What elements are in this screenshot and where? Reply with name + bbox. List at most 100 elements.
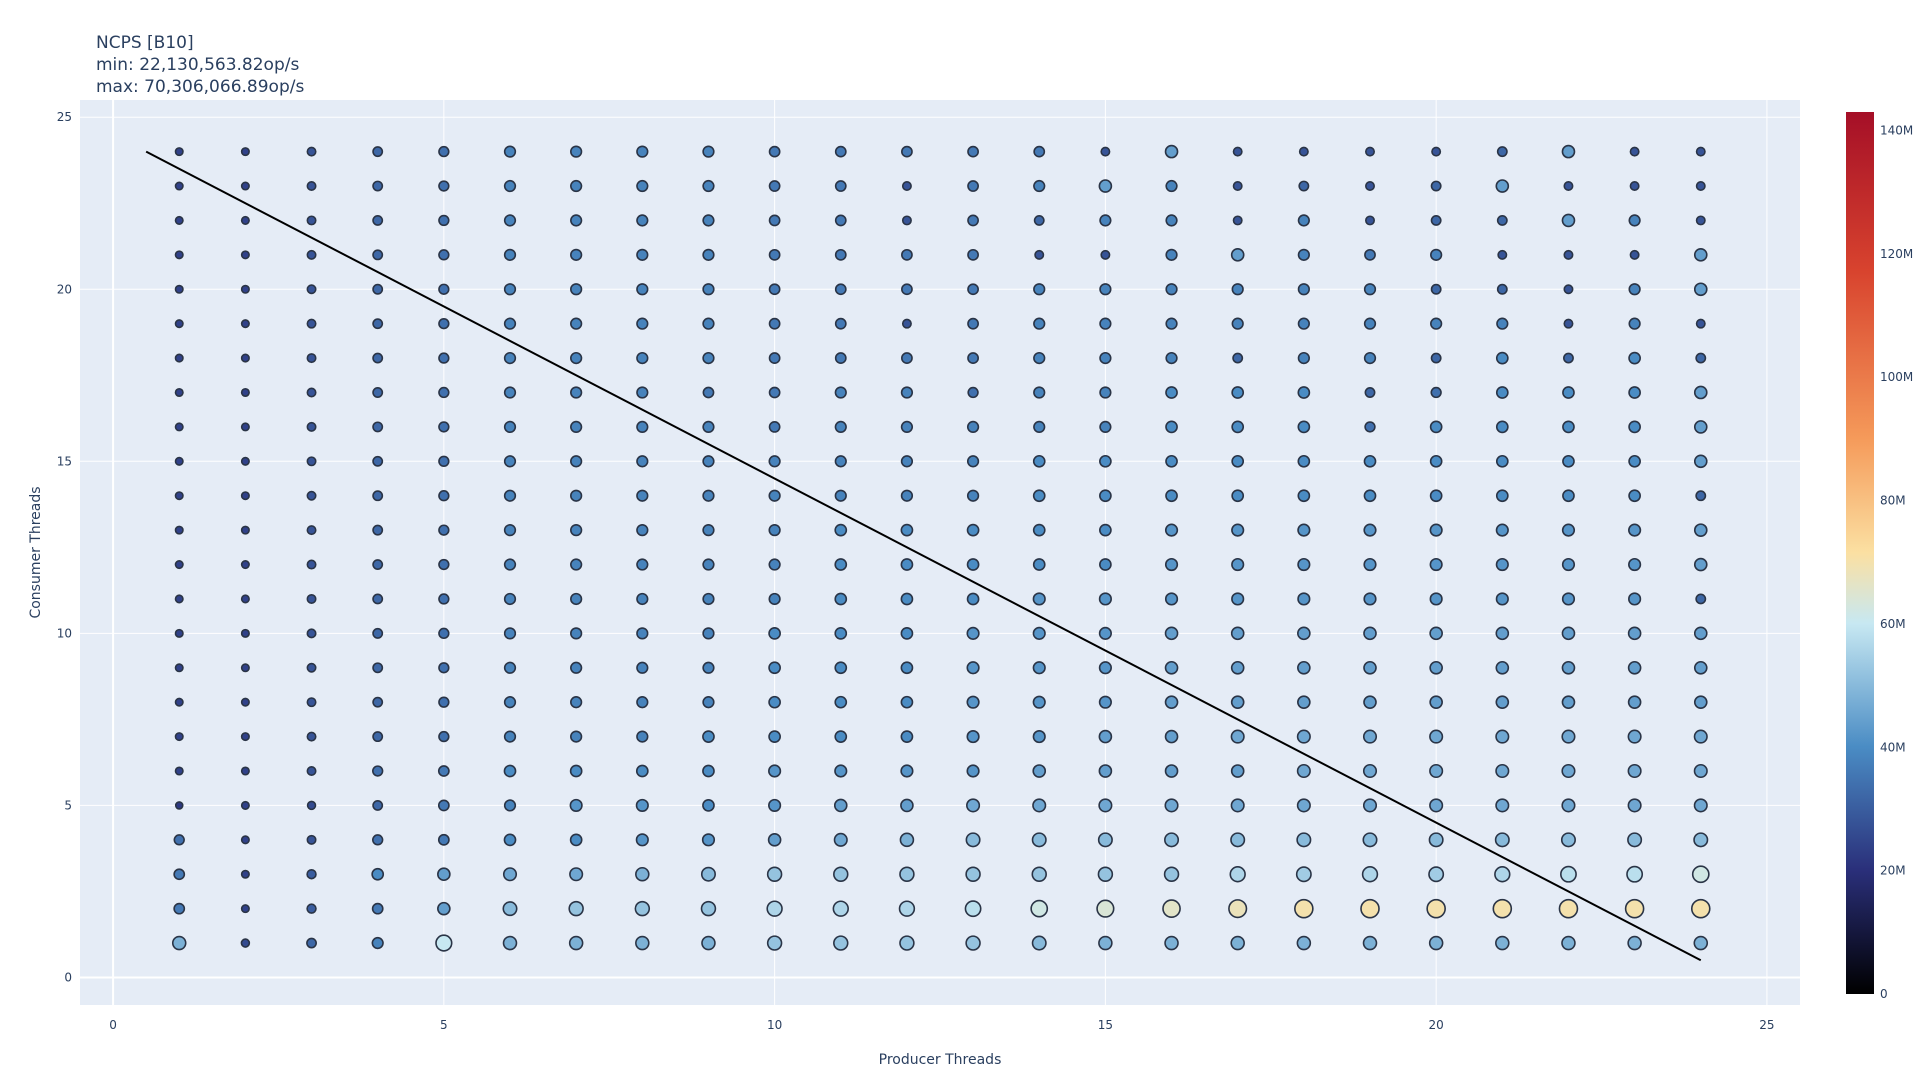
- scatter-point: [965, 866, 981, 882]
- scatter-point: [1365, 215, 1375, 226]
- scatter-point: [768, 730, 781, 743]
- scatter-point: [1099, 454, 1112, 468]
- scatter-point: [1693, 420, 1708, 434]
- scatter-point: [834, 248, 847, 261]
- scatter-point: [768, 214, 781, 227]
- scatter-point: [768, 695, 781, 709]
- scatter-point: [833, 832, 848, 847]
- scatter-point: [1629, 181, 1640, 192]
- scatter-point: [1033, 214, 1045, 226]
- scatter-point: [834, 730, 848, 743]
- scatter-point: [636, 592, 649, 606]
- scatter-point: [1032, 798, 1047, 813]
- scatter-point: [240, 147, 250, 157]
- scatter-point: [240, 491, 250, 501]
- scatter-point: [1099, 214, 1112, 227]
- x-tick-label: 5: [440, 1018, 448, 1032]
- scatter-point: [1294, 898, 1314, 919]
- scatter-point: [1231, 386, 1245, 399]
- scatter-point: [1164, 764, 1179, 778]
- scatter-point: [174, 422, 184, 432]
- scatter-point: [1097, 832, 1113, 848]
- scatter-point: [1561, 660, 1576, 675]
- scatter-point: [1230, 695, 1245, 710]
- scatter-point: [1363, 489, 1377, 503]
- scatter-point: [702, 524, 715, 537]
- scatter-point: [1297, 248, 1310, 261]
- scatter-point: [1695, 490, 1707, 502]
- scatter-point: [503, 730, 517, 743]
- scatter-point: [570, 592, 583, 606]
- scatter-point: [174, 353, 184, 363]
- scatter-point: [636, 351, 649, 365]
- scatter-point: [1362, 729, 1378, 744]
- scatter-point: [1693, 832, 1709, 848]
- scatter-point: [1693, 626, 1708, 641]
- scatter-point: [503, 179, 517, 193]
- scatter-point: [1693, 248, 1708, 262]
- scatter-point: [702, 455, 715, 468]
- scatter-point: [636, 661, 649, 674]
- scatter-point: [570, 283, 583, 296]
- scatter-point: [899, 866, 915, 882]
- scatter-point: [503, 248, 517, 261]
- scatter-point: [1563, 318, 1574, 329]
- scatter-point: [1695, 146, 1706, 157]
- scatter-point: [1560, 865, 1577, 883]
- scatter-point: [768, 421, 781, 433]
- scatter-point: [1429, 695, 1443, 710]
- scatter-point: [372, 249, 384, 261]
- scatter-point: [1495, 179, 1510, 193]
- scatter-point: [1624, 898, 1645, 919]
- scatter-point: [1558, 898, 1579, 919]
- scatter-point: [240, 560, 250, 570]
- scatter-point: [1164, 144, 1179, 159]
- scatter-point: [240, 697, 250, 707]
- scatter-point: [1693, 282, 1708, 297]
- scatter-point: [1363, 660, 1377, 675]
- scatter-point: [1165, 317, 1178, 330]
- scatter-point: [1495, 763, 1510, 779]
- scatter-point: [900, 798, 914, 813]
- scatter-point: [240, 284, 250, 294]
- scatter-point: [372, 455, 384, 467]
- scatter-point: [174, 319, 184, 329]
- scatter-point: [437, 799, 450, 812]
- scatter-point: [1430, 386, 1442, 399]
- scatter-point: [1562, 489, 1575, 503]
- scatter-point: [636, 248, 649, 261]
- scatter-point: [1164, 729, 1179, 744]
- scatter-point: [372, 524, 384, 536]
- scatter-point: [503, 420, 517, 434]
- scatter-point: [900, 695, 914, 709]
- scatter-point: [174, 697, 184, 707]
- scatter-point: [701, 833, 716, 847]
- scatter-point: [1232, 181, 1243, 192]
- scatter-point: [1429, 626, 1443, 641]
- scatter-point: [1495, 489, 1509, 503]
- scatter-point: [834, 352, 847, 364]
- scatter-point: [438, 662, 450, 674]
- scatter-point: [240, 250, 250, 260]
- scatter-point: [967, 317, 979, 330]
- scatter-point: [502, 901, 518, 917]
- scatter-point: [372, 593, 384, 605]
- scatter-point: [1230, 832, 1246, 848]
- scatter-point: [1099, 351, 1112, 365]
- scatter-point: [1627, 729, 1642, 744]
- scatter-point: [768, 592, 781, 606]
- scatter-point: [702, 179, 715, 193]
- scatter-point: [900, 455, 914, 468]
- scatter-point: [1428, 935, 1444, 951]
- scatter-point: [240, 663, 250, 673]
- scatter-point: [1165, 179, 1178, 193]
- scatter-point: [568, 935, 584, 951]
- scatter-point: [1297, 557, 1311, 572]
- scatter-point: [964, 900, 982, 918]
- chart-title: NCPS [B10]: [96, 33, 194, 53]
- scatter-point: [768, 386, 781, 399]
- scatter-point: [701, 935, 716, 951]
- scatter-point: [1231, 489, 1245, 503]
- scatter-point: [833, 866, 849, 882]
- scatter-point: [438, 558, 450, 571]
